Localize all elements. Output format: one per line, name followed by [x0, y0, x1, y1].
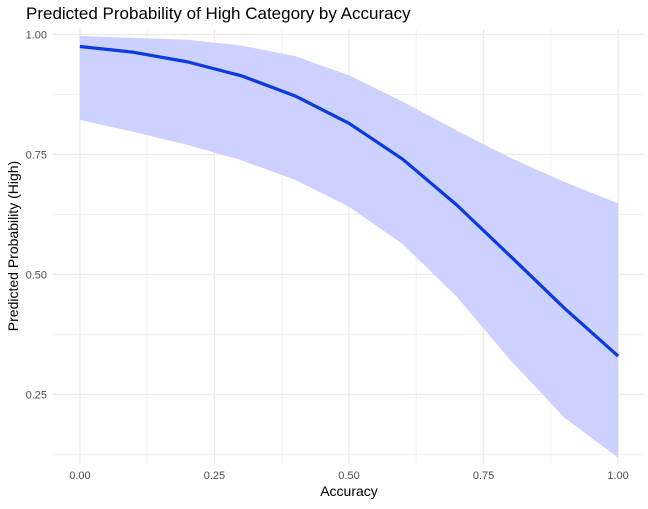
x-axis-ticks: 0.00 0.25 0.50 0.75 1.00 [69, 470, 629, 482]
y-tick-label: 0.25 [26, 389, 47, 401]
x-tick-label: 0.25 [204, 470, 225, 482]
y-axis-ticks: 0.25 0.50 0.75 1.00 [26, 30, 47, 402]
series-line [79, 44, 620, 358]
y-tick-label: 1.00 [26, 30, 47, 42]
confidence-ribbon [79, 35, 619, 458]
chart-title: Predicted Probability of High Category b… [26, 4, 411, 23]
confidence-ribbon-layer [79, 35, 619, 458]
x-tick-label: 0.75 [473, 470, 494, 482]
x-tick-label: 1.00 [607, 470, 628, 482]
y-tick-label: 0.75 [26, 149, 47, 161]
x-axis-label: Accuracy [320, 483, 378, 499]
series-line-layer [79, 44, 620, 358]
y-axis-label: Predicted Probability (High) [5, 161, 21, 331]
x-tick-label: 0.50 [338, 470, 359, 482]
y-tick-label: 0.50 [26, 269, 47, 281]
x-tick-label: 0.00 [69, 470, 90, 482]
